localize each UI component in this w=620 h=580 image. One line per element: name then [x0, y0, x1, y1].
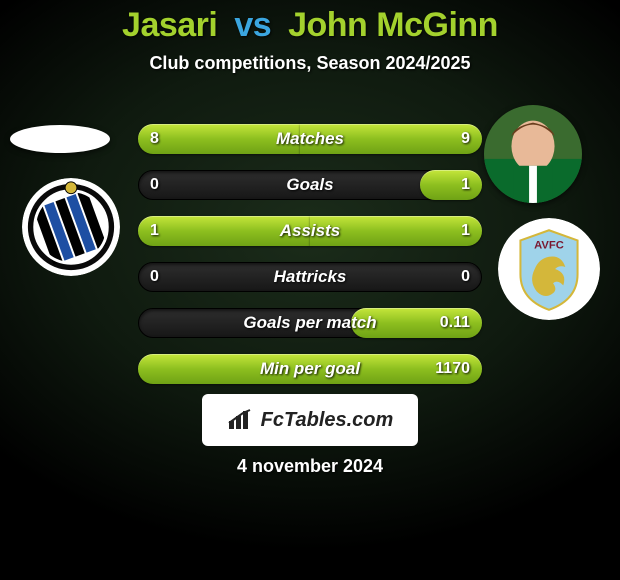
aston-villa-crest-icon: AVFC [498, 218, 600, 320]
player1-photo-placeholder [10, 125, 110, 153]
stat-row: 1170Min per goal [138, 354, 482, 384]
subtitle: Club competitions, Season 2024/2025 [149, 53, 470, 74]
club-brugge-crest-icon [22, 178, 120, 276]
stat-label: Goals per match [138, 308, 482, 338]
stat-row: 0.11Goals per match [138, 308, 482, 338]
club-crest-left [22, 178, 120, 276]
player1-name: Jasari [122, 6, 217, 44]
stat-row: 01Goals [138, 170, 482, 200]
page-title: Jasari vs John McGinn [122, 6, 498, 45]
bars-chart-icon [227, 409, 255, 431]
stat-label: Hattricks [138, 262, 482, 292]
stat-row: 00Hattricks [138, 262, 482, 292]
source-logo: FcTables.com [202, 394, 418, 446]
stat-row: 89Matches [138, 124, 482, 154]
player2-photo [484, 105, 582, 203]
stat-bars: 89Matches 01Goals 11Assists 00Hattricks 0.11… [138, 124, 482, 384]
club-crest-right: AVFC [498, 218, 600, 320]
content: Jasari vs John McGinn Club competitions,… [0, 0, 620, 580]
stat-row: 11Assists [138, 216, 482, 246]
player2-name: John McGinn [288, 6, 498, 44]
player2-portrait-icon [484, 105, 582, 203]
date-label: 4 november 2024 [0, 456, 620, 477]
stat-label: Matches [138, 124, 482, 154]
svg-text:AVFC: AVFC [534, 240, 564, 252]
logo-text: FcTables.com [261, 409, 394, 432]
stat-label: Goals [138, 170, 482, 200]
stat-label: Min per goal [138, 354, 482, 384]
vs-label: vs [234, 6, 271, 44]
stat-label: Assists [138, 216, 482, 246]
